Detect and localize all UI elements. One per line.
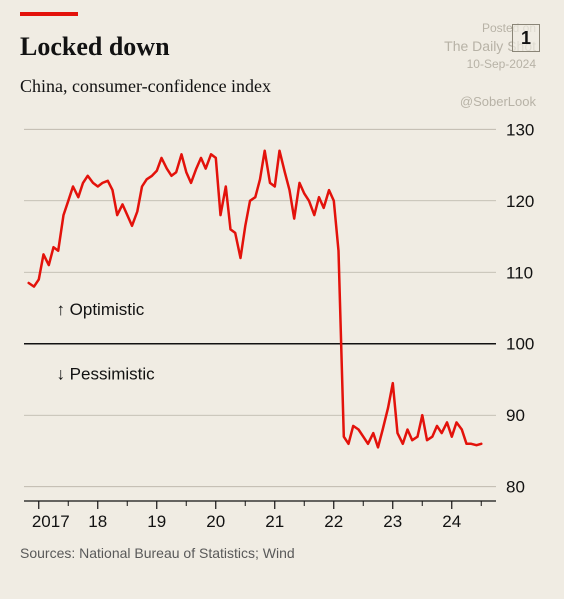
line-chart: 80 90 100 110 120 130 2017 18 19 20 21 22 23 24 ↑ Opti…	[20, 105, 544, 535]
source-text: Sources: National Bureau of Statistics; …	[20, 545, 544, 561]
svg-text:19: 19	[147, 512, 166, 531]
svg-text:110: 110	[506, 263, 533, 282]
svg-text:90: 90	[506, 406, 525, 425]
svg-text:↑ Optimistic: ↑ Optimistic	[56, 300, 144, 319]
svg-text:21: 21	[265, 512, 284, 531]
svg-text:23: 23	[383, 512, 402, 531]
svg-text:20: 20	[206, 512, 225, 531]
svg-text:120: 120	[506, 192, 534, 211]
svg-text:18: 18	[88, 512, 107, 531]
svg-text:100: 100	[506, 335, 534, 354]
chart-area: 80 90 100 110 120 130 2017 18 19 20 21 22 23 24 ↑ Opti…	[20, 105, 544, 535]
svg-text:↓ Pessimistic: ↓ Pessimistic	[56, 364, 155, 383]
svg-text:80: 80	[506, 478, 525, 497]
svg-text:2017: 2017	[32, 512, 70, 531]
economist-red-tag	[20, 12, 78, 16]
watermark-line3: 10-Sep-2024	[444, 56, 536, 73]
chart-number-badge: 1	[512, 24, 540, 52]
svg-text:22: 22	[324, 512, 343, 531]
svg-text:130: 130	[506, 120, 534, 139]
svg-text:24: 24	[442, 512, 461, 531]
